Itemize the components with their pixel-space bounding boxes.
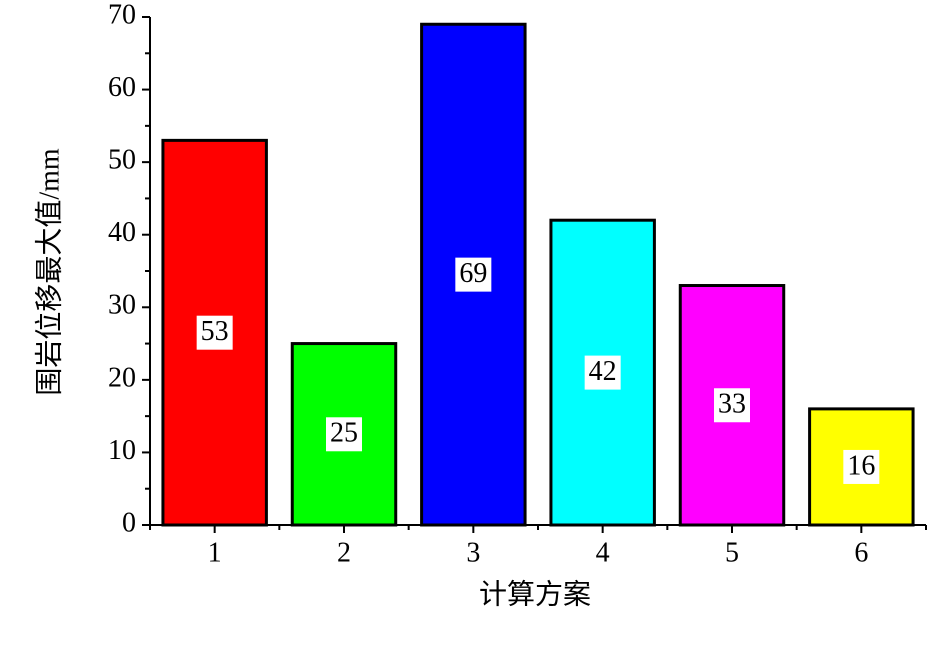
- data-label: 53: [201, 316, 229, 347]
- data-label: 25: [330, 418, 358, 449]
- x-tick-label: 4: [596, 537, 610, 568]
- label-box: [714, 388, 750, 423]
- label-box: [455, 257, 492, 292]
- data-label: 69: [459, 258, 487, 289]
- label-box: [584, 355, 621, 390]
- label-box: [196, 315, 233, 350]
- x-tick-label: 1: [208, 537, 222, 568]
- y-tick-label: 70: [108, 0, 136, 30]
- x-tick-label: 2: [337, 537, 351, 568]
- x-tick-label: 6: [854, 537, 868, 568]
- data-label: 33: [718, 389, 746, 420]
- y-tick-label: 40: [108, 217, 136, 248]
- data-label: 16: [847, 450, 875, 481]
- x-axis-label: 计算方案: [479, 578, 591, 610]
- y-axis-label: 围岩位移最大值/mm: [33, 148, 65, 396]
- y-tick-label: 60: [108, 72, 136, 103]
- y-tick-label: 50: [108, 145, 136, 176]
- y-tick-label: 20: [108, 362, 136, 393]
- y-tick-label: 0: [122, 507, 136, 538]
- x-tick-label: 5: [725, 537, 739, 568]
- data-label: 42: [589, 356, 617, 387]
- y-tick-label: 30: [108, 290, 136, 321]
- x-tick-label: 3: [466, 537, 480, 568]
- label-box: [326, 417, 362, 452]
- y-tick-label: 10: [108, 435, 136, 466]
- bar: [290, 342, 398, 527]
- label-box: [843, 449, 880, 484]
